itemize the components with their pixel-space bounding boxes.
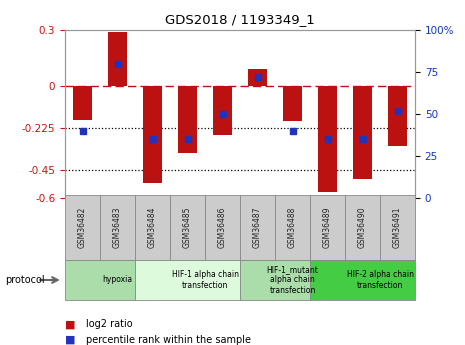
Text: percentile rank within the sample: percentile rank within the sample bbox=[86, 335, 251, 345]
Bar bbox=[240, 260, 310, 300]
Bar bbox=[178, 86, 197, 153]
Bar bbox=[65, 260, 135, 300]
Bar bbox=[73, 86, 92, 120]
Bar bbox=[275, 195, 310, 260]
Bar bbox=[100, 195, 135, 260]
Bar bbox=[65, 195, 100, 260]
Bar bbox=[353, 86, 372, 179]
Bar bbox=[310, 195, 345, 260]
Bar bbox=[135, 195, 170, 260]
Text: log2 ratio: log2 ratio bbox=[86, 319, 133, 329]
Text: ■: ■ bbox=[65, 335, 75, 345]
Title: GDS2018 / 1193349_1: GDS2018 / 1193349_1 bbox=[165, 13, 315, 26]
Text: protocol: protocol bbox=[5, 275, 44, 285]
Text: GSM36485: GSM36485 bbox=[183, 207, 192, 248]
Text: ■: ■ bbox=[65, 319, 75, 329]
Text: GSM36487: GSM36487 bbox=[253, 207, 262, 248]
Text: hypoxia: hypoxia bbox=[102, 276, 133, 285]
Bar bbox=[170, 195, 205, 260]
Text: GSM36482: GSM36482 bbox=[78, 207, 87, 248]
Text: GSM36488: GSM36488 bbox=[288, 207, 297, 248]
Bar bbox=[388, 86, 407, 146]
Bar bbox=[248, 69, 267, 86]
Bar bbox=[380, 195, 415, 260]
Bar bbox=[283, 86, 302, 121]
Bar bbox=[345, 195, 380, 260]
Bar bbox=[213, 86, 232, 135]
Bar bbox=[135, 260, 240, 300]
Text: GSM36483: GSM36483 bbox=[113, 207, 122, 248]
Text: GSM36491: GSM36491 bbox=[393, 207, 402, 248]
Bar bbox=[143, 86, 162, 183]
Text: HIF-2 alpha chain
transfection: HIF-2 alpha chain transfection bbox=[346, 270, 413, 290]
Text: GSM36490: GSM36490 bbox=[358, 207, 367, 248]
Text: GSM36484: GSM36484 bbox=[148, 207, 157, 248]
Bar bbox=[318, 86, 337, 193]
Bar bbox=[108, 32, 127, 86]
Text: GSM36486: GSM36486 bbox=[218, 207, 227, 248]
Text: GSM36489: GSM36489 bbox=[323, 207, 332, 248]
Text: HIF-1_mutant
alpha chain
transfection: HIF-1_mutant alpha chain transfection bbox=[266, 265, 319, 295]
Bar bbox=[310, 260, 415, 300]
Text: HIF-1 alpha chain
transfection: HIF-1 alpha chain transfection bbox=[172, 270, 239, 290]
Bar bbox=[240, 195, 275, 260]
Bar bbox=[205, 195, 240, 260]
